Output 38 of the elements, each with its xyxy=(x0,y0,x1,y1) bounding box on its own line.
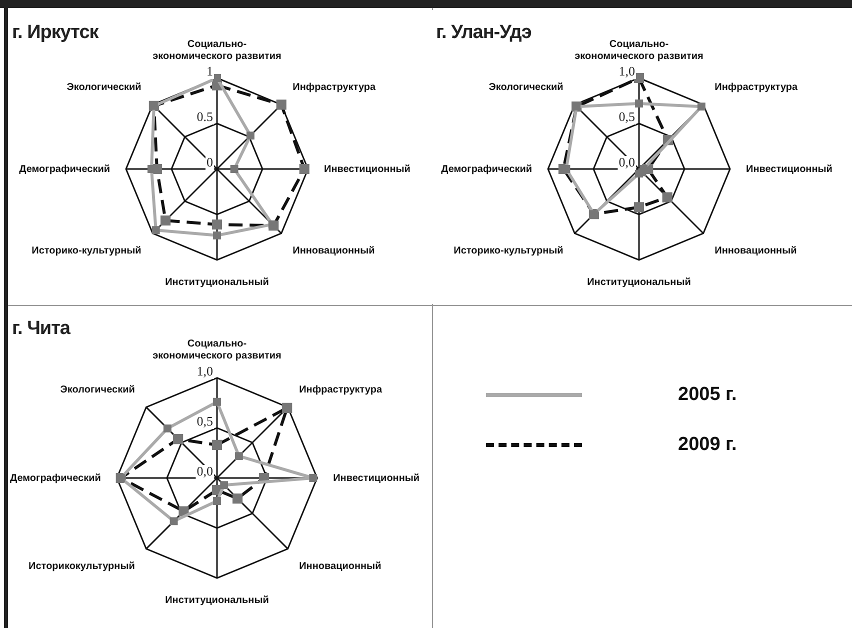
spoke-label: Историко-культурный xyxy=(454,245,564,256)
spoke-label: Инфраструктура xyxy=(714,82,798,94)
spoke-label: Инновационный xyxy=(299,560,382,572)
spoke-label: Инфраструктура xyxy=(292,82,376,94)
spoke-label: Экологический xyxy=(488,82,564,94)
spoke-label: Экологический xyxy=(60,384,135,396)
spoke-label: Историкокультурный xyxy=(28,560,135,572)
text: 2005 г. xyxy=(678,384,737,406)
spoke-label: Инвестиционный xyxy=(746,164,832,175)
spoke-label: Инвестиционный xyxy=(324,164,410,175)
spoke-label: Инновационный xyxy=(714,245,797,256)
spoke-label: Демографический xyxy=(441,164,532,175)
spoke-label: Демографический xyxy=(19,164,110,175)
text: 2009 г. xyxy=(678,434,737,456)
chart-title: г. Чита xyxy=(12,318,70,340)
spoke-label: Социально-экономического развития xyxy=(574,38,704,62)
spoke-label: Институциональный xyxy=(165,276,269,288)
y-tick-label: 1,0 xyxy=(196,363,213,378)
y-tick-label: 0.5 xyxy=(196,108,213,124)
chart-title: г. Иркутск xyxy=(12,22,98,44)
spoke-label: Социально-экономического развития xyxy=(152,338,282,362)
y-tick-label: 0,5 xyxy=(618,108,635,124)
y-tick-label: 0 xyxy=(206,154,213,170)
spoke-label: Экологический xyxy=(66,82,142,94)
spoke-label: Инвестиционный xyxy=(333,472,420,484)
y-tick-label: 1 xyxy=(206,63,213,78)
chart-title: г. Улан-Удэ xyxy=(436,22,532,44)
spoke-label: Инфраструктура xyxy=(299,384,382,396)
y-tick-label: 0,0 xyxy=(618,154,635,170)
spoke-label: Социально-экономического развития xyxy=(152,38,282,62)
spoke-label: Демографический xyxy=(10,472,101,484)
y-tick-label: 0,0 xyxy=(196,463,213,478)
y-tick-label: 1,0 xyxy=(618,63,635,78)
y-tick-label: 0,5 xyxy=(196,413,213,428)
spoke-label: Институциональный xyxy=(165,594,269,606)
spoke-label: Инновационный xyxy=(292,245,375,256)
spoke-label: Историко-культурный xyxy=(32,245,142,256)
spoke-label: Институциональный xyxy=(587,276,691,288)
